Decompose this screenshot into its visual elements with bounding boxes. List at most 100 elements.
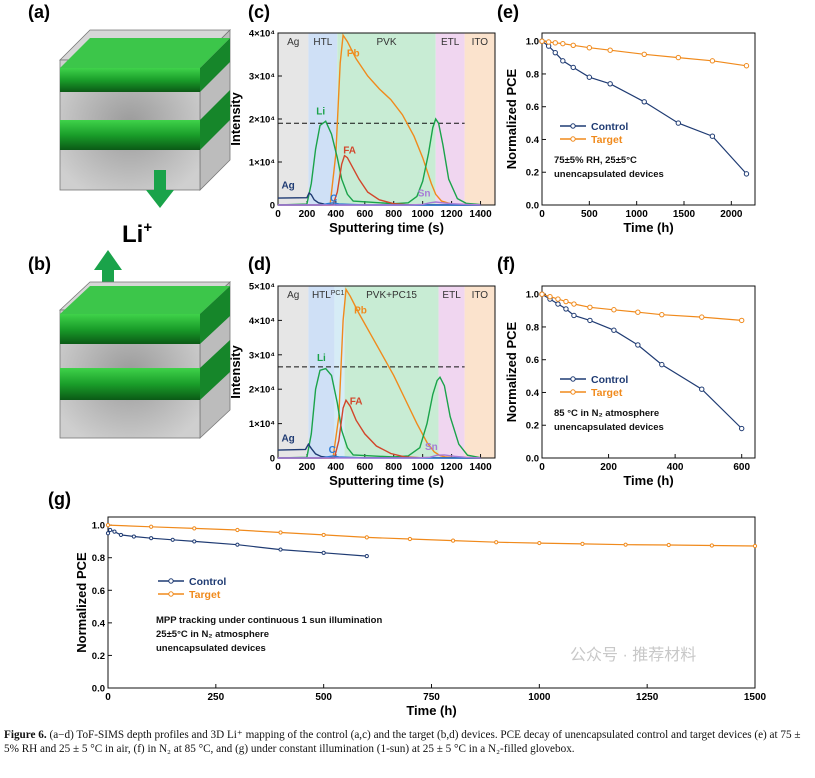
legend-label: Target (189, 589, 221, 601)
x-tick-label: 1400 (469, 209, 492, 220)
data-point-target (105, 523, 111, 528)
region-label: ITO (472, 37, 489, 48)
y-tick-label: 3×10⁴ (249, 350, 275, 361)
data-point-target (709, 58, 716, 64)
legend-marker (570, 136, 576, 142)
data-point-target (699, 314, 705, 320)
y-tick-label: 1.0 (92, 521, 105, 532)
data-point-control (611, 327, 617, 333)
cube-control (59, 29, 231, 191)
data-point-target (555, 296, 561, 302)
x-tick-label: 1400 (469, 462, 492, 473)
x-tick-label: 200 (299, 462, 316, 473)
cube-green-layer (60, 120, 200, 150)
x-axis-label: Time (h) (406, 703, 456, 718)
condition-text: unencapsulated devices (156, 643, 266, 654)
region-pc12 (334, 286, 345, 458)
y-tick-label: 4×10⁴ (249, 29, 275, 40)
x-tick-label: 200 (299, 209, 316, 220)
y-tick-label: 0.4 (92, 618, 106, 629)
arrow-down-icon (146, 170, 174, 208)
data-point-target (563, 298, 569, 305)
panel-label-g: (g) (48, 489, 71, 509)
panel-label-e: (e) (497, 2, 519, 22)
x-tick-label: 1000 (528, 692, 551, 703)
data-point-target (607, 47, 613, 53)
region-label: Ag (287, 37, 299, 48)
data-point-control (587, 317, 593, 324)
data-point-control (555, 301, 561, 307)
y-tick-label: 0.0 (526, 454, 539, 465)
region-ito (464, 33, 495, 205)
y-tick-label: 2×10⁴ (249, 115, 275, 126)
data-point-control (571, 312, 577, 319)
data-point-target (743, 63, 750, 69)
x-tick-label: 1250 (636, 692, 659, 703)
x-tick-label: 500 (581, 209, 598, 220)
data-point-control (278, 547, 283, 552)
region-htl (308, 33, 338, 205)
y-tick-label: 0.8 (526, 69, 539, 80)
data-point-control (699, 386, 705, 392)
data-point-target (149, 524, 154, 529)
region-ag (278, 33, 309, 205)
region-etl (438, 286, 465, 458)
peak-label: Ag (281, 433, 294, 444)
data-point-target (364, 535, 369, 540)
axes-frame (541, 285, 756, 459)
region-label: Ag (287, 290, 299, 301)
x-axis-label: Time (h) (623, 473, 673, 488)
condition-text: unencapsulated devices (554, 422, 664, 433)
data-point-control (659, 361, 665, 368)
chart-c: Ag HTL PVK ETL ITO 0 200 400 600 800 1000 1200 1400 0… (228, 29, 496, 235)
data-point-control (570, 64, 576, 71)
legend-label: Target (591, 387, 623, 399)
y-axis-label: Intensity (228, 345, 243, 399)
series-line-sn (278, 454, 481, 459)
data-point-target (580, 541, 585, 546)
data-point-target (611, 307, 617, 313)
peak-label: C (330, 194, 337, 205)
li-ion-label: Li+ (122, 219, 152, 248)
data-point-control (131, 534, 136, 539)
x-tick-label: 0 (275, 209, 281, 220)
x-tick-label: 200 (600, 462, 617, 473)
region-label: ETL (441, 37, 460, 48)
x-tick-label: 0 (539, 209, 545, 220)
y-tick-label: 3×10⁴ (249, 72, 275, 83)
watermark: 公众号 · 推荐材料 (570, 646, 696, 664)
data-point-control (170, 537, 175, 542)
data-point-control (149, 536, 154, 541)
data-point-target (192, 526, 197, 531)
region-ito (464, 286, 495, 458)
data-point-target (539, 38, 545, 44)
condition-text: unencapsulated devices (554, 169, 664, 180)
x-tick-label: 400 (667, 462, 684, 473)
y-tick-label: 1.0 (526, 290, 539, 301)
peak-label: Li (316, 107, 325, 118)
region-label: HTL (313, 37, 332, 48)
y-tick-label: 2×10⁴ (249, 385, 275, 396)
y-tick-label: 0.2 (526, 168, 539, 179)
data-point-control (586, 74, 593, 80)
data-point-target (552, 40, 558, 46)
data-point-control (563, 306, 569, 312)
data-point-target (675, 54, 682, 61)
y-tick-label: 4×10⁴ (249, 316, 275, 327)
peak-label: Sn (418, 188, 431, 199)
cube-green-layer (60, 314, 200, 344)
data-point-target (235, 527, 240, 533)
region-label: PVK (376, 37, 396, 48)
x-tick-label: 800 (385, 209, 402, 220)
x-axis-label: Time (h) (623, 220, 673, 235)
legend-marker (570, 376, 576, 382)
panel-label-f: (f) (497, 254, 515, 274)
data-point-target (752, 543, 758, 549)
condition-text: MPP tracking under continuous 1 sun illu… (156, 615, 382, 626)
x-tick-label: 1200 (440, 209, 463, 220)
y-tick-label: 1.0 (526, 37, 539, 48)
x-tick-label: 1500 (744, 692, 767, 703)
data-point-control (235, 542, 240, 547)
x-tick-label: 1000 (412, 462, 435, 473)
y-tick-label: 0.4 (526, 135, 540, 146)
